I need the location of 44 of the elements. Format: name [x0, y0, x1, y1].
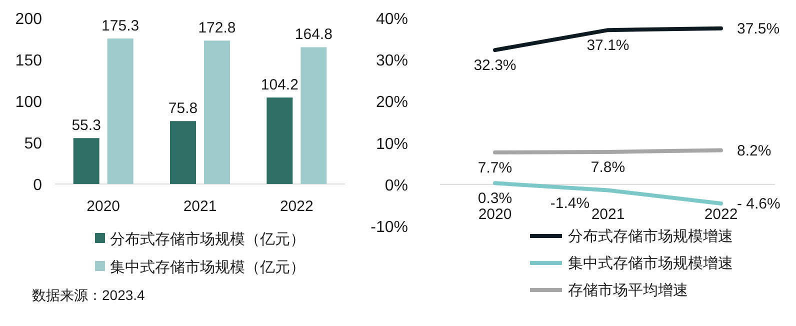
bar [107, 38, 134, 184]
y-tick-label: 150 [15, 52, 42, 70]
data-label: 55.3 [72, 117, 101, 134]
bar [170, 121, 196, 184]
legend-label: 存储市场平均增速 [568, 282, 688, 299]
y-tick-label: 200 [15, 11, 42, 28]
data-label: 8.2% [737, 142, 772, 160]
y-tick-label: 30% [376, 52, 408, 70]
x-tick-label: 2022 [704, 206, 738, 223]
data-label: 172.8 [198, 20, 236, 37]
data-label: 37.1% [586, 37, 630, 54]
y-tick-label: 10% [376, 136, 408, 153]
legend-label: 集中式存储市场规模增速 [568, 255, 733, 272]
bar [204, 40, 230, 184]
data-label: 75.8 [168, 100, 198, 118]
x-tick-label: 2020 [86, 198, 120, 215]
x-tick-label: 2021 [183, 198, 217, 215]
data-label: 164.8 [294, 26, 332, 44]
y-tick-label: -10% [370, 219, 408, 236]
legend-label: 分布式存储市场规模增速 [568, 228, 733, 245]
data-label: 7.7% [478, 159, 512, 176]
y-tick-label: 100 [15, 94, 42, 111]
legend-label: 集中式存储市场规模（亿元） [110, 259, 305, 276]
y-tick-label: 20% [376, 94, 408, 112]
y-tick-label: 0 [33, 177, 42, 194]
x-tick-label: 2020 [478, 206, 512, 223]
source-note: 数据来源：2023.4 [32, 287, 146, 303]
x-tick-label: 2021 [591, 206, 625, 223]
data-label: 32.3% [474, 57, 516, 74]
bar [300, 47, 327, 184]
data-label: 7.8% [590, 158, 626, 176]
data-label: - 4.6% [737, 196, 780, 213]
data-label: -1.4% [550, 195, 590, 212]
y-tick-label: 0% [384, 177, 408, 194]
data-label: 37.5% [737, 20, 780, 38]
y-tick-label: 40% [376, 11, 408, 28]
legend-label: 分布式存储市场规模（亿元） [110, 231, 305, 248]
data-label: 175.3 [102, 18, 140, 34]
data-label: 104.2 [260, 76, 298, 94]
bar [266, 98, 293, 184]
x-tick-label: 2022 [280, 198, 314, 215]
bar [73, 138, 100, 184]
y-tick-label: 50 [24, 136, 42, 152]
data-label: 0.3% [478, 190, 512, 208]
